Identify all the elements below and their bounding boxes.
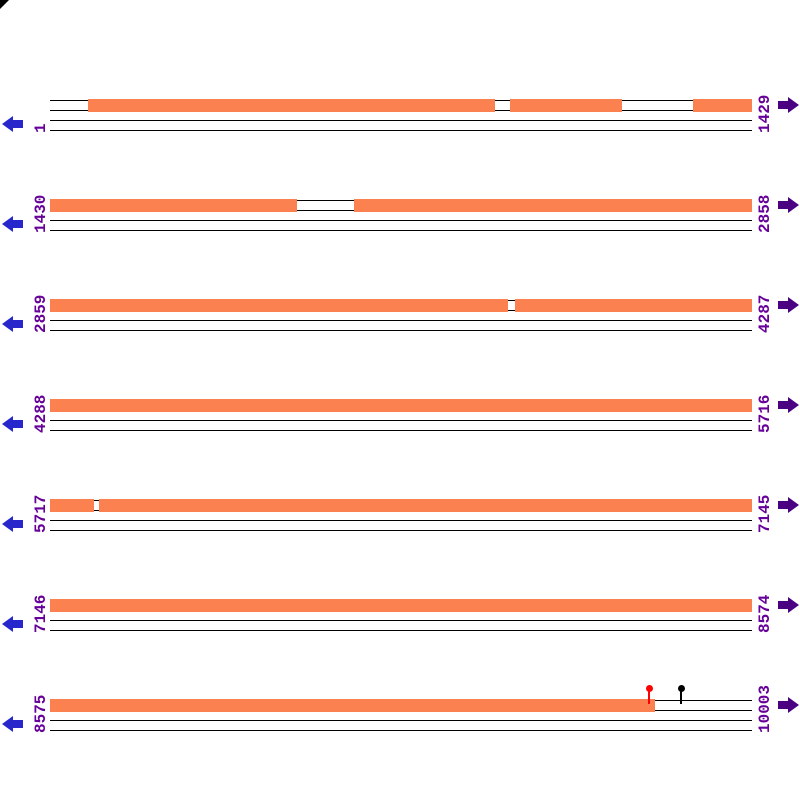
row-end-coordinate: 1429 bbox=[756, 94, 774, 133]
feature-bar[interactable] bbox=[515, 299, 752, 312]
scroll-left-arrow-icon[interactable] bbox=[0, 215, 24, 233]
feature-bar[interactable] bbox=[693, 99, 752, 112]
scroll-left-arrow-icon[interactable] bbox=[0, 715, 24, 733]
black-pin[interactable] bbox=[677, 680, 685, 706]
strand-line bbox=[50, 619, 752, 621]
strand-line bbox=[50, 119, 752, 121]
pin-stem bbox=[680, 691, 682, 704]
strand-line bbox=[50, 319, 752, 321]
row-end-coordinate: 4287 bbox=[756, 294, 774, 333]
sequence-row: 7146 8574 bbox=[0, 580, 800, 652]
strand-line bbox=[50, 429, 752, 431]
feature-bar[interactable] bbox=[50, 499, 94, 512]
pin-head bbox=[645, 685, 653, 692]
row-start-coordinate: 5717 bbox=[32, 494, 50, 533]
strand-line bbox=[50, 529, 752, 531]
pin-stem bbox=[648, 691, 650, 704]
strand-line bbox=[50, 129, 752, 131]
feature-bar[interactable] bbox=[50, 399, 752, 412]
strand-line bbox=[50, 519, 752, 521]
scroll-right-arrow-icon[interactable] bbox=[776, 696, 800, 714]
feature-bar[interactable] bbox=[99, 499, 752, 512]
scroll-right-arrow-icon[interactable] bbox=[776, 196, 800, 214]
scroll-right-arrow-icon[interactable] bbox=[776, 296, 800, 314]
scroll-right-arrow-icon[interactable] bbox=[776, 596, 800, 614]
strand-line bbox=[50, 329, 752, 331]
feature-bar[interactable] bbox=[50, 599, 752, 612]
feature-bar[interactable] bbox=[510, 99, 622, 112]
sequence-row: 1 1429 bbox=[0, 80, 800, 152]
row-start-coordinate: 8575 bbox=[32, 694, 50, 733]
row-start-coordinate: 2859 bbox=[32, 294, 50, 333]
strand-line bbox=[50, 419, 752, 421]
row-end-coordinate: 2858 bbox=[756, 194, 774, 233]
feature-bar[interactable] bbox=[50, 699, 655, 712]
sequence-row: 2859 4287 bbox=[0, 280, 800, 352]
scroll-right-arrow-icon[interactable] bbox=[776, 496, 800, 514]
scroll-left-arrow-icon[interactable] bbox=[0, 415, 24, 433]
strand-line bbox=[50, 719, 752, 721]
sequence-row: 1430 2858 bbox=[0, 180, 800, 252]
row-end-coordinate: 8574 bbox=[756, 594, 774, 633]
scroll-left-arrow-icon[interactable] bbox=[0, 115, 24, 133]
feature-bar[interactable] bbox=[88, 99, 495, 112]
row-start-coordinate: 7146 bbox=[32, 594, 50, 633]
strand-line bbox=[50, 729, 752, 731]
scroll-right-arrow-icon[interactable] bbox=[776, 396, 800, 414]
pin-head bbox=[677, 685, 685, 692]
feature-bar[interactable] bbox=[50, 199, 297, 212]
strand-line bbox=[50, 629, 752, 631]
feature-bar[interactable] bbox=[50, 299, 508, 312]
sequence-row: 5717 7145 bbox=[0, 480, 800, 552]
strand-line bbox=[50, 219, 752, 221]
feature-bar[interactable] bbox=[354, 199, 752, 212]
cursor-corner-mark-icon bbox=[0, 0, 9, 9]
strand-line bbox=[50, 229, 752, 231]
scroll-left-arrow-icon[interactable] bbox=[0, 515, 24, 533]
row-start-coordinate: 1 bbox=[32, 123, 50, 133]
scroll-left-arrow-icon[interactable] bbox=[0, 315, 24, 333]
red-pin[interactable] bbox=[645, 680, 653, 706]
row-start-coordinate: 4288 bbox=[32, 394, 50, 433]
sequence-row: 8575 10003 bbox=[0, 680, 800, 752]
sequence-row: 4288 5716 bbox=[0, 380, 800, 452]
row-end-coordinate: 10003 bbox=[756, 684, 774, 733]
scroll-left-arrow-icon[interactable] bbox=[0, 615, 24, 633]
row-end-coordinate: 7145 bbox=[756, 494, 774, 533]
row-start-coordinate: 1430 bbox=[32, 194, 50, 233]
scroll-right-arrow-icon[interactable] bbox=[776, 96, 800, 114]
row-end-coordinate: 5716 bbox=[756, 394, 774, 433]
